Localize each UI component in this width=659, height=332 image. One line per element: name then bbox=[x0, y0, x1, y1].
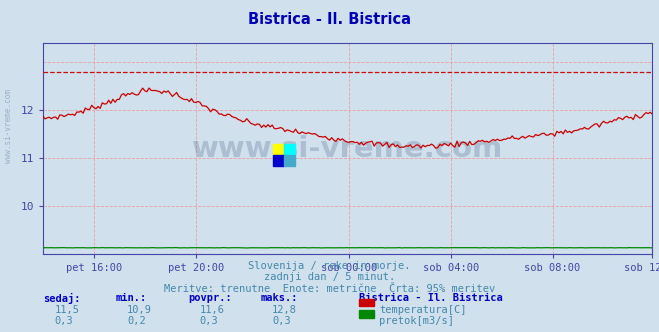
Text: min.:: min.: bbox=[115, 293, 146, 303]
Text: 11,5: 11,5 bbox=[55, 305, 80, 315]
Text: zadnji dan / 5 minut.: zadnji dan / 5 minut. bbox=[264, 272, 395, 282]
Text: 0,3: 0,3 bbox=[272, 316, 291, 326]
Text: www.si-vreme.com: www.si-vreme.com bbox=[4, 89, 13, 163]
Text: Slovenija / reke in morje.: Slovenija / reke in morje. bbox=[248, 261, 411, 271]
Text: www.si-vreme.com: www.si-vreme.com bbox=[192, 134, 503, 163]
Text: maks.:: maks.: bbox=[260, 293, 298, 303]
Text: 12,8: 12,8 bbox=[272, 305, 297, 315]
Text: 11,6: 11,6 bbox=[200, 305, 225, 315]
Text: Bistrica - Il. Bistrica: Bistrica - Il. Bistrica bbox=[248, 12, 411, 27]
Text: pretok[m3/s]: pretok[m3/s] bbox=[379, 316, 454, 326]
Text: Bistrica - Il. Bistrica: Bistrica - Il. Bistrica bbox=[359, 293, 503, 303]
Text: 0,2: 0,2 bbox=[127, 316, 146, 326]
Text: povpr.:: povpr.: bbox=[188, 293, 231, 303]
Text: temperatura[C]: temperatura[C] bbox=[379, 305, 467, 315]
Text: 0,3: 0,3 bbox=[200, 316, 218, 326]
Text: 0,3: 0,3 bbox=[55, 316, 73, 326]
Text: 10,9: 10,9 bbox=[127, 305, 152, 315]
Text: Meritve: trenutne  Enote: metrične  Črta: 95% meritev: Meritve: trenutne Enote: metrične Črta: … bbox=[164, 284, 495, 294]
Text: sedaj:: sedaj: bbox=[43, 293, 80, 304]
